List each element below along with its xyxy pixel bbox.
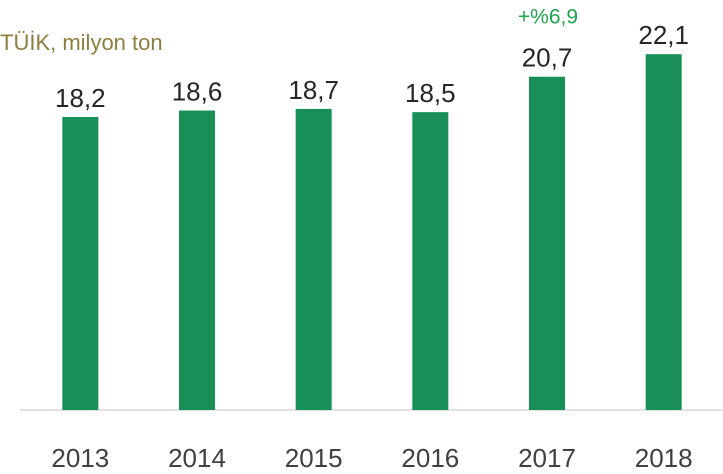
x-tick-label: 2017	[518, 443, 576, 473]
value-label: 18,6	[172, 76, 223, 106]
annotation: +%6,9	[518, 6, 578, 29]
value-label: 20,7	[522, 43, 573, 73]
x-tick-label: 2016	[401, 443, 459, 473]
value-label: 22,1	[638, 20, 689, 50]
bar	[645, 54, 682, 410]
value-label: 18,2	[55, 83, 106, 113]
bar	[179, 110, 215, 410]
value-label: 18,7	[288, 75, 339, 105]
x-tick-label: 2015	[285, 443, 343, 473]
bar	[529, 76, 565, 410]
x-tick-label: 2013	[51, 443, 109, 473]
bar	[62, 116, 99, 410]
bar	[295, 108, 332, 411]
x-tick-label: 2018	[635, 443, 693, 473]
value-label: 18,5	[405, 78, 456, 108]
x-tick-label: 2014	[168, 443, 226, 473]
bar	[412, 112, 449, 411]
chart-subtitle: TÜİK, milyon ton	[0, 30, 163, 55]
